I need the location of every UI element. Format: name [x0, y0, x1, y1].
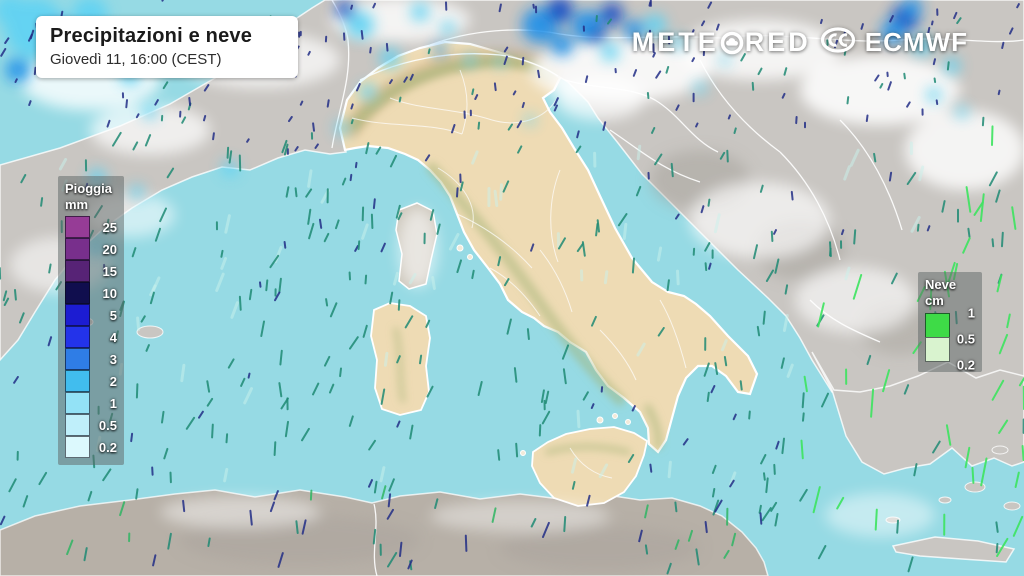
rain-color-swatch — [65, 435, 90, 458]
rain-legend-step: 1 — [65, 391, 117, 414]
rain-color-swatch — [65, 413, 90, 436]
ecmwf-logo-icon — [820, 26, 856, 59]
snow-legend: Neve cm 1 0.5 0.2 — [918, 272, 982, 373]
snow-step-label: 1 — [967, 305, 975, 321]
brand-logo: METE RED ECMWF — [632, 26, 968, 59]
rain-legend: Pioggia mm 25 20 15 10 5 4 3 2 1 0.5 0.2 — [58, 176, 124, 465]
rain-step-label: 15 — [102, 263, 117, 279]
map-title: Precipitazioni e neve — [50, 25, 253, 47]
ecmwf-wordmark: ECMWF — [864, 27, 968, 57]
rain-color-swatch — [65, 237, 90, 260]
rain-legend-step: 2 — [65, 369, 117, 392]
rain-step-label: 4 — [109, 329, 117, 345]
rain-color-swatch — [65, 391, 90, 414]
rain-step-label: 0.2 — [98, 439, 117, 455]
border-layer — [331, 0, 1024, 576]
meteored-text-pre: METE — [631, 27, 719, 57]
snow-step-label: 0.2 — [956, 357, 975, 373]
snow-legend-scale: 1 0.5 0.2 — [925, 306, 975, 373]
rain-legend-scale: 25 20 15 10 5 4 3 2 1 0.5 0.2 — [65, 215, 117, 458]
rain-legend-step: 4 — [65, 325, 117, 348]
rain-legend-step: 0.2 — [65, 435, 117, 458]
rain-color-swatch — [65, 347, 90, 370]
rain-color-swatch — [65, 281, 90, 304]
rain-legend-title: Pioggia — [65, 181, 112, 196]
rain-legend-step: 3 — [65, 347, 117, 370]
meteored-wordmark: METE RED — [632, 27, 811, 58]
rain-legend-unit: mm — [65, 197, 89, 212]
rain-legend-step: 0.5 — [65, 413, 117, 436]
land-greece — [811, 351, 1024, 475]
rain-step-label: 3 — [109, 351, 117, 367]
snow-legend-unit: cm — [925, 293, 944, 308]
snow-legend-title: Neve — [925, 277, 957, 292]
rain-step-label: 10 — [102, 285, 117, 301]
rain-step-label: 2 — [109, 373, 117, 389]
rain-color-swatch — [65, 215, 90, 238]
rain-step-label: 5 — [109, 307, 117, 323]
map-datetime: Giovedì 11, 16:00 (CEST) — [50, 51, 222, 68]
rain-color-swatch — [65, 259, 90, 282]
title-box: Precipitazioni e neve Giovedì 11, 16:00 … — [36, 16, 298, 78]
rain-step-label: 25 — [102, 219, 117, 235]
rain-color-swatch — [65, 325, 90, 348]
rain-legend-step: 20 — [65, 237, 117, 260]
land-crete — [891, 536, 1016, 563]
rain-legend-step: 5 — [65, 303, 117, 326]
rain-color-swatch — [65, 369, 90, 392]
meteored-text-post: RED — [744, 27, 811, 57]
rain-step-label: 20 — [102, 241, 117, 257]
rain-legend-step: 25 — [65, 215, 117, 238]
italy-region-borders — [351, 69, 687, 479]
rain-step-label: 1 — [109, 395, 117, 411]
rain-legend-step: 10 — [65, 281, 117, 304]
rain-step-label: 0.5 — [98, 417, 117, 433]
rain-color-swatch — [65, 303, 90, 326]
rain-legend-step: 15 — [65, 259, 117, 282]
snow-color-swatch — [925, 313, 950, 338]
snow-color-swatch — [925, 337, 950, 362]
snow-step-label: 0.5 — [956, 331, 975, 347]
meteored-o-cloud-icon — [720, 31, 744, 55]
